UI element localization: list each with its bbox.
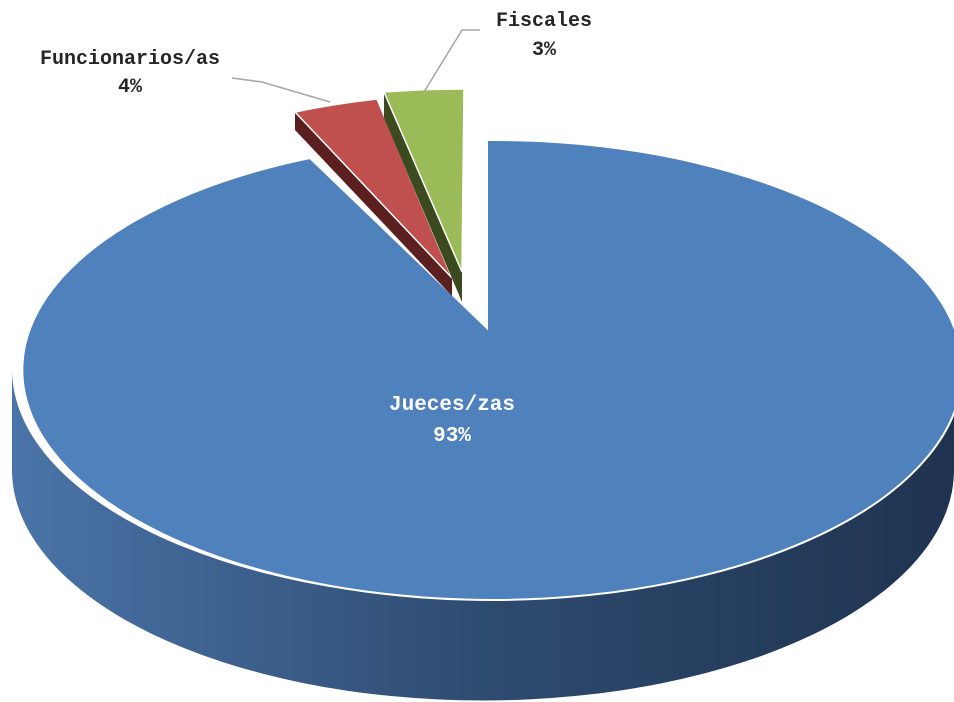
label-name-jueces: Jueces/zas [389,394,515,417]
slice-jueces [21,138,954,601]
label-value-fiscales: 3% [532,39,557,62]
slice-side-funcionarios [295,112,452,296]
leader-line-funcionarios [231,77,331,103]
label-name-funcionarios: Funcionarios/as [40,48,220,71]
slice-side-fiscales [384,92,462,302]
slice-side-jueces [12,368,954,701]
slice-fiscales [382,88,465,273]
leader-line-fiscales [423,29,480,93]
label-value-jueces: 93% [433,425,471,448]
slice-funcionarios [293,98,453,279]
label-value-funcionarios: 4% [118,76,143,99]
label-name-fiscales: Fiscales [496,10,592,33]
